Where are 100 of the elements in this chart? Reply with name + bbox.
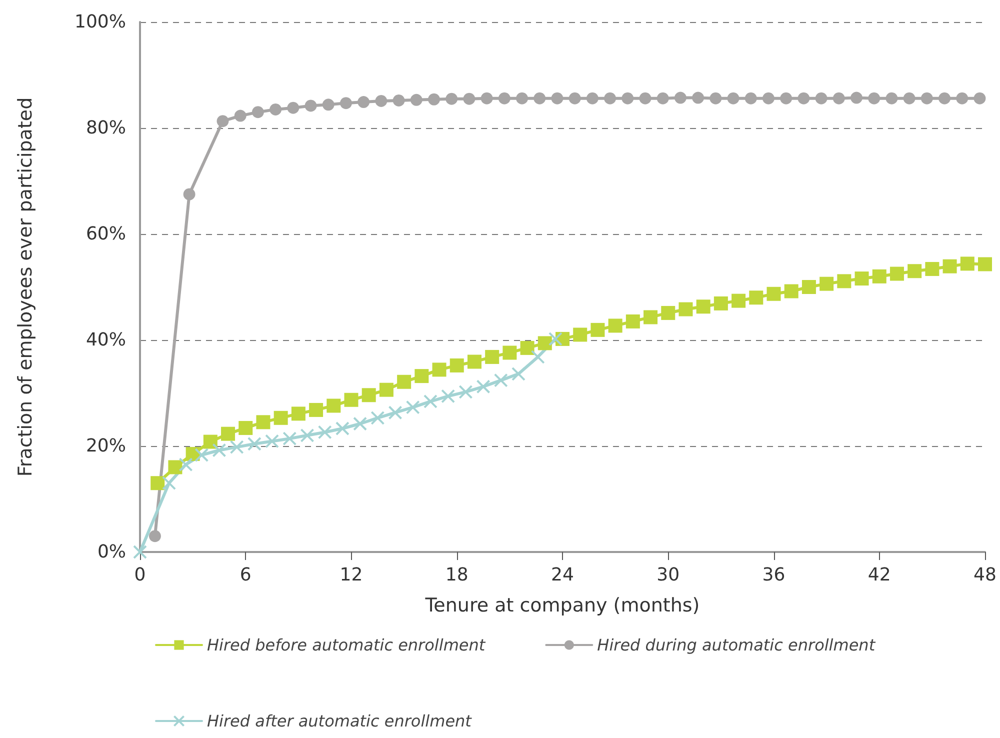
point: [183, 188, 196, 200]
point: [362, 388, 376, 402]
point: [221, 426, 236, 441]
point: [344, 392, 358, 407]
y-tick-label: 100%: [74, 12, 126, 32]
x-tick-label: 24: [551, 564, 574, 586]
point: [538, 336, 552, 350]
point: [886, 92, 898, 104]
point: [150, 476, 165, 490]
point: [520, 340, 534, 355]
point: [749, 290, 764, 305]
point: [358, 96, 370, 108]
point: [710, 92, 722, 104]
point: [370, 410, 385, 425]
point: [458, 384, 473, 399]
point: [744, 92, 757, 104]
x-tick-label: 18: [445, 564, 468, 586]
point: [573, 328, 588, 342]
point: [428, 93, 440, 106]
point: [854, 272, 869, 286]
point: [798, 92, 810, 104]
point: [322, 98, 334, 111]
point: [238, 420, 253, 435]
point: [956, 92, 968, 104]
point: [432, 362, 446, 377]
point: [230, 440, 244, 454]
point: [516, 92, 528, 104]
point: [548, 332, 562, 346]
point: [414, 369, 429, 384]
point: [282, 432, 297, 446]
point: [938, 92, 951, 104]
point: [639, 92, 652, 104]
point: [340, 97, 352, 110]
point: [714, 296, 728, 310]
point: [247, 436, 262, 451]
point: [780, 92, 792, 104]
point: [925, 262, 940, 276]
point: [304, 100, 317, 112]
point: [608, 318, 622, 333]
point: [287, 102, 300, 114]
point: [397, 374, 412, 389]
point: [568, 92, 581, 104]
point: [168, 460, 182, 474]
point: [162, 476, 176, 490]
x-tick-label: 6: [240, 564, 252, 586]
legend-label: Hired before automatic enrollment: [207, 636, 486, 654]
point: [291, 406, 306, 421]
point: [942, 259, 957, 274]
point: [194, 448, 209, 462]
point: [784, 284, 798, 298]
legend-label: Hired after automatic enrollment: [207, 712, 472, 730]
x-tick-label: 36: [762, 564, 786, 586]
point: [498, 92, 510, 104]
point: [309, 402, 324, 417]
y-axis-title: Fraction of employees ever participated: [14, 97, 36, 477]
point: [148, 530, 161, 542]
point: [815, 92, 828, 104]
point: [590, 322, 605, 337]
x-axis-title: Tenure at company (months): [424, 594, 700, 616]
point: [692, 92, 704, 104]
point: [511, 366, 526, 381]
point: [467, 354, 482, 369]
point: [978, 257, 992, 272]
point: [388, 406, 402, 420]
point: [586, 92, 598, 104]
point: [832, 92, 845, 104]
point: [318, 425, 332, 440]
point: [674, 92, 686, 104]
point: [820, 276, 834, 291]
point: [441, 389, 456, 404]
point: [903, 92, 916, 104]
point: [300, 428, 314, 442]
y-tick-label: 40%: [86, 330, 126, 350]
point: [212, 443, 226, 458]
point: [604, 92, 616, 104]
point: [502, 346, 517, 360]
point: [133, 545, 147, 559]
point: [974, 92, 986, 104]
point: [494, 373, 508, 388]
point: [661, 306, 676, 320]
point: [353, 416, 368, 431]
point: [375, 94, 388, 107]
y-tick-label: 20%: [86, 436, 126, 456]
point: [379, 382, 394, 397]
point: [908, 264, 922, 278]
point: [480, 92, 493, 104]
x-tick-label: 0: [134, 564, 146, 586]
point: [265, 434, 280, 448]
x-tick-label: 12: [340, 564, 363, 586]
point: [530, 350, 545, 364]
legend-label: Hired during automatic enrollment: [597, 636, 876, 654]
point: [766, 286, 781, 301]
point: [732, 294, 746, 308]
point: [335, 422, 350, 436]
point: [872, 269, 886, 284]
point: [256, 415, 270, 430]
point: [326, 398, 341, 413]
point: [678, 302, 693, 316]
point: [551, 92, 564, 104]
point: [850, 92, 862, 104]
